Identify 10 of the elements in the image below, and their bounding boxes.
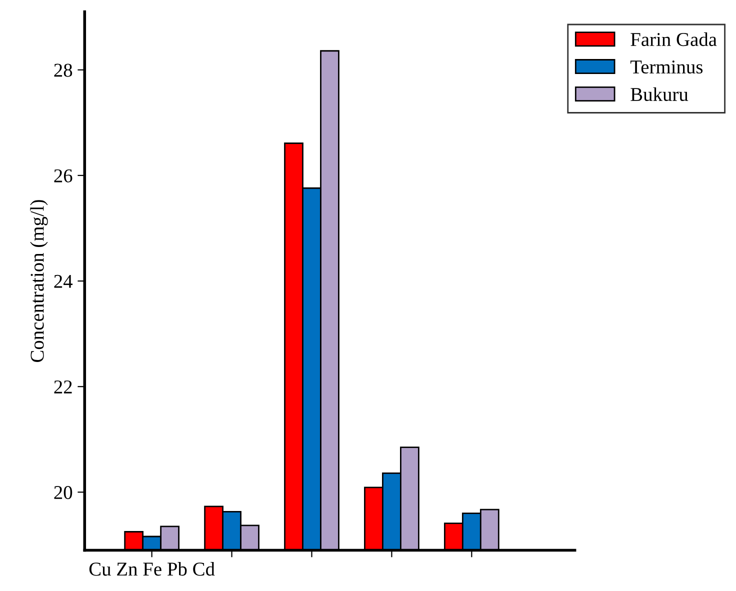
legend-label: Bukuru: [630, 87, 688, 102]
legend-label: Terminus: [630, 60, 703, 74]
legend-label: Farin Gada: [630, 32, 717, 46]
y-tick-label: 24: [54, 274, 73, 288]
x-tick-label: Cu Zn Fe Pb Cd: [89, 562, 215, 576]
y-axis-title: Concentration (mg/l): [30, 200, 48, 362]
y-tick-label: 26: [54, 169, 72, 182]
y-tick-label: 22: [54, 380, 72, 394]
y-tick-label: 20: [54, 486, 72, 500]
y-tick-label: 28: [54, 64, 72, 77]
